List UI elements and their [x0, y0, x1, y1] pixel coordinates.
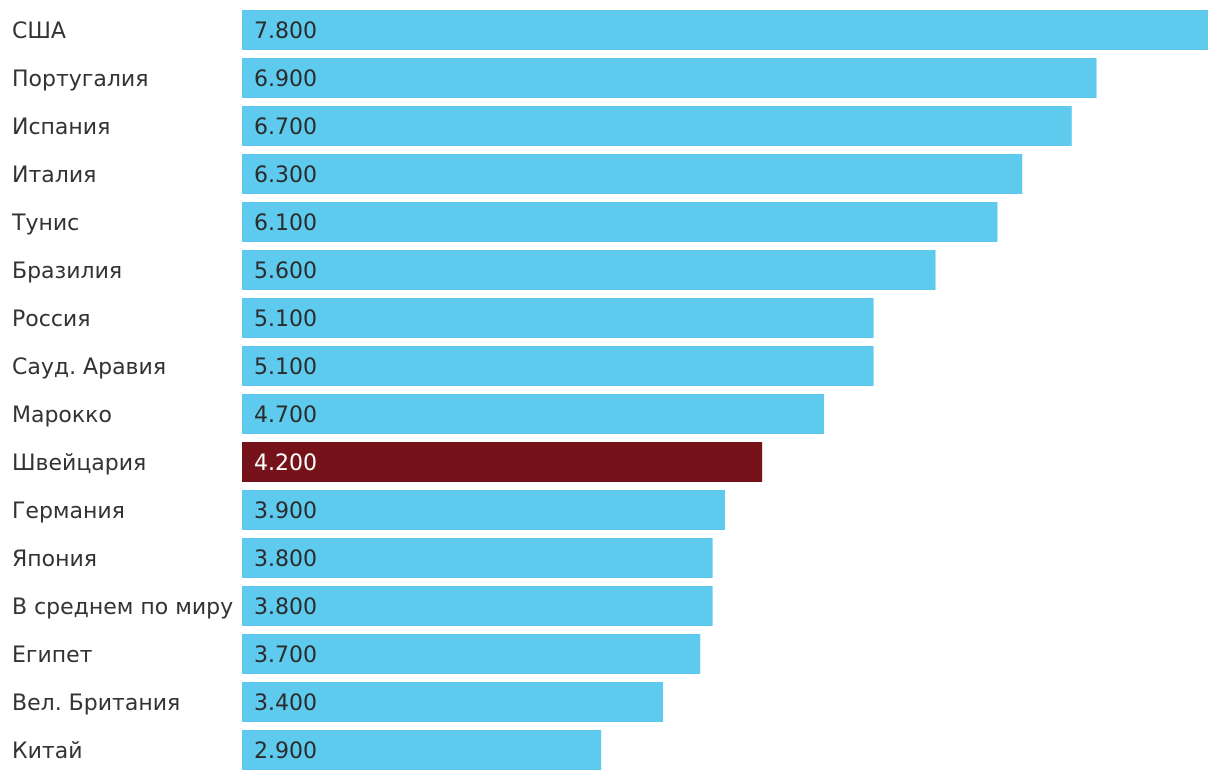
- category-label: Россия: [12, 307, 90, 332]
- bar: [242, 682, 664, 722]
- value-label: 3.700: [254, 643, 317, 668]
- value-label: 6.300: [254, 163, 317, 188]
- category-label: Египет: [12, 643, 93, 668]
- category-label: Марокко: [12, 403, 112, 428]
- bar: [242, 10, 1208, 50]
- category-label: Япония: [12, 547, 97, 572]
- category-label: Португалия: [12, 67, 148, 92]
- bar: [242, 346, 874, 386]
- value-label: 4.200: [254, 451, 317, 476]
- bar: [242, 58, 1097, 98]
- value-label: 5.100: [254, 355, 317, 380]
- bar: [242, 586, 713, 626]
- value-label: 7.800: [254, 19, 317, 44]
- category-label: В среднем по миру: [12, 595, 233, 620]
- value-label: 6.700: [254, 115, 317, 140]
- category-label: США: [12, 19, 66, 44]
- category-label: Вел. Британия: [12, 691, 180, 716]
- value-label: 5.600: [254, 259, 317, 284]
- value-label: 3.800: [254, 547, 317, 572]
- bar: [242, 106, 1072, 146]
- category-label: Испания: [12, 115, 110, 140]
- bar: [242, 250, 936, 290]
- bar: [242, 730, 602, 770]
- value-label: 6.900: [254, 67, 317, 92]
- value-label: 2.900: [254, 739, 317, 764]
- bar: [242, 202, 998, 242]
- bar: [242, 634, 701, 674]
- value-label: 3.900: [254, 499, 317, 524]
- bar: [242, 154, 1023, 194]
- category-label: Италия: [12, 163, 96, 188]
- category-label: Германия: [12, 499, 125, 524]
- value-label: 3.400: [254, 691, 317, 716]
- bar: [242, 394, 825, 434]
- bars-group: США 7.800 Португалия 6.900 Испания 6.700 Итали…: [11, 10, 1208, 770]
- category-label: Тунис: [11, 211, 79, 236]
- category-label: Бразилия: [12, 259, 122, 284]
- bar: [242, 538, 713, 578]
- value-label: 5.100: [254, 307, 317, 332]
- category-label: Сауд. Аравия: [12, 355, 166, 380]
- bar: [242, 298, 874, 338]
- category-label: Швейцария: [12, 451, 146, 476]
- value-label: 6.100: [254, 211, 317, 236]
- bar-highlight: [242, 442, 763, 482]
- bar: [242, 490, 725, 530]
- category-label: Китай: [12, 739, 83, 764]
- value-label: 4.700: [254, 403, 317, 428]
- value-label: 3.800: [254, 595, 317, 620]
